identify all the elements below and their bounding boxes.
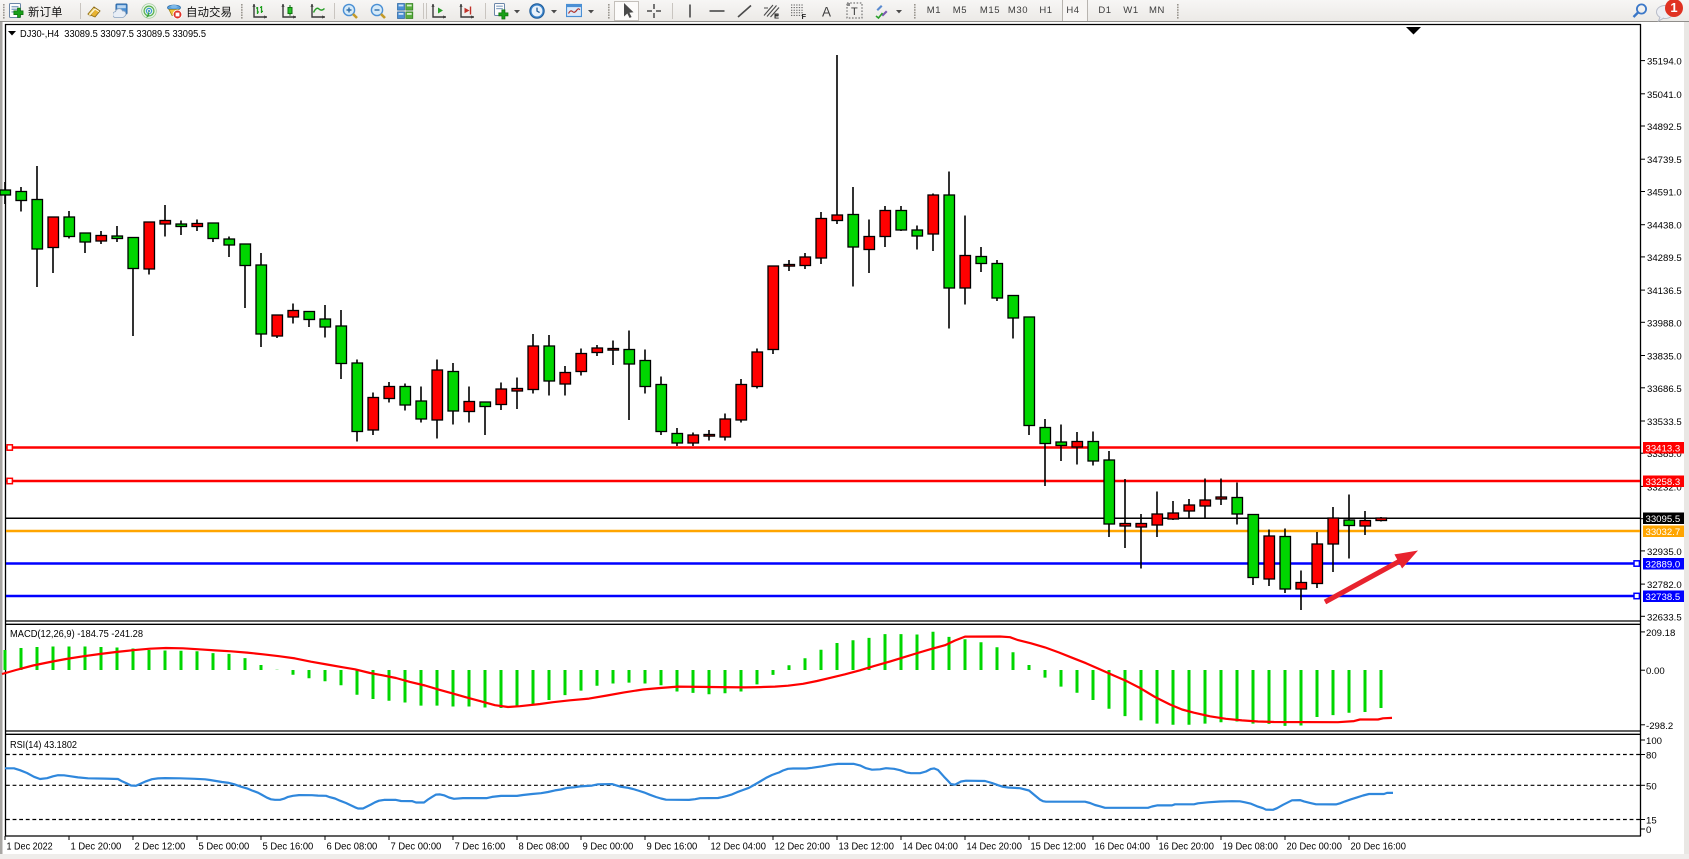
svg-text:34591.0: 34591.0 xyxy=(1647,188,1682,199)
svg-text:DJ30-,H4 33089.5 33097.5 3308: DJ30-,H4 33089.5 33097.5 33089.5 33095.5 xyxy=(20,29,206,40)
svg-text:32738.5: 32738.5 xyxy=(1646,592,1681,603)
svg-text:2 Dec 12:00: 2 Dec 12:00 xyxy=(135,842,186,853)
svg-text:19 Dec 08:00: 19 Dec 08:00 xyxy=(1223,842,1279,853)
svg-text:1 Dec 20:00: 1 Dec 20:00 xyxy=(71,842,122,853)
svg-text:32782.0: 32782.0 xyxy=(1647,580,1682,591)
svg-text:9 Dec 00:00: 9 Dec 00:00 xyxy=(583,842,634,853)
svg-text:7 Dec 00:00: 7 Dec 00:00 xyxy=(391,842,442,853)
svg-text:35041.0: 35041.0 xyxy=(1647,90,1682,101)
svg-text:1 Dec 2022: 1 Dec 2022 xyxy=(7,842,54,853)
svg-text:33686.5: 33686.5 xyxy=(1647,384,1682,395)
svg-text:14 Dec 04:00: 14 Dec 04:00 xyxy=(903,842,959,853)
svg-text:33988.0: 33988.0 xyxy=(1647,318,1682,329)
svg-text:100: 100 xyxy=(1646,736,1662,747)
svg-text:34438.0: 34438.0 xyxy=(1647,221,1682,232)
svg-text:34739.5: 34739.5 xyxy=(1647,155,1682,166)
svg-text:5 Dec 16:00: 5 Dec 16:00 xyxy=(263,842,314,853)
svg-text:9 Dec 16:00: 9 Dec 16:00 xyxy=(647,842,698,853)
svg-text:32935.0: 32935.0 xyxy=(1647,547,1682,558)
svg-text:13 Dec 12:00: 13 Dec 12:00 xyxy=(839,842,895,853)
svg-text:33032.7: 33032.7 xyxy=(1646,527,1681,538)
svg-text:50: 50 xyxy=(1646,781,1657,792)
svg-text:12 Dec 04:00: 12 Dec 04:00 xyxy=(711,842,767,853)
svg-text:33533.5: 33533.5 xyxy=(1647,417,1682,428)
svg-text:34892.5: 34892.5 xyxy=(1647,122,1682,133)
svg-text:MACD(12,26,9) -184.75 -241.28: MACD(12,26,9) -184.75 -241.28 xyxy=(10,629,143,640)
svg-text:32633.5: 32633.5 xyxy=(1647,612,1682,623)
svg-text:12 Dec 20:00: 12 Dec 20:00 xyxy=(775,842,831,853)
svg-text:33095.5: 33095.5 xyxy=(1646,514,1681,525)
svg-text:-298.2: -298.2 xyxy=(1646,721,1673,732)
svg-text:15 Dec 12:00: 15 Dec 12:00 xyxy=(1031,842,1087,853)
svg-text:16 Dec 20:00: 16 Dec 20:00 xyxy=(1159,842,1215,853)
svg-text:15: 15 xyxy=(1646,816,1657,827)
svg-text:E: E xyxy=(774,12,779,21)
svg-text:20 Dec 16:00: 20 Dec 16:00 xyxy=(1351,842,1407,853)
svg-text:33258.3: 33258.3 xyxy=(1646,477,1681,488)
svg-text:T: T xyxy=(851,6,858,18)
svg-text:16 Dec 04:00: 16 Dec 04:00 xyxy=(1095,842,1151,853)
svg-text:A: A xyxy=(822,5,831,20)
svg-text:33232.0: 33232.0 xyxy=(1647,482,1682,493)
svg-text:33413.3: 33413.3 xyxy=(1646,444,1681,455)
svg-text:0.00: 0.00 xyxy=(1646,666,1665,677)
svg-text:33835.0: 33835.0 xyxy=(1647,352,1682,363)
svg-text:8 Dec 08:00: 8 Dec 08:00 xyxy=(519,842,570,853)
svg-text:6 Dec 08:00: 6 Dec 08:00 xyxy=(327,842,378,853)
svg-text:RSI(14) 43.1802: RSI(14) 43.1802 xyxy=(10,740,77,751)
svg-text:80: 80 xyxy=(1646,751,1657,762)
svg-text:33385.0: 33385.0 xyxy=(1647,449,1682,460)
svg-text:35194.0: 35194.0 xyxy=(1647,57,1682,68)
svg-text:5 Dec 00:00: 5 Dec 00:00 xyxy=(199,842,250,853)
svg-text:7 Dec 16:00: 7 Dec 16:00 xyxy=(455,842,506,853)
svg-text:32889.0: 32889.0 xyxy=(1646,560,1681,571)
svg-text:209.18: 209.18 xyxy=(1646,628,1675,639)
svg-text:34289.5: 34289.5 xyxy=(1647,253,1682,264)
svg-text:F: F xyxy=(802,12,807,20)
svg-text:0: 0 xyxy=(1646,825,1651,836)
svg-text:20 Dec 00:00: 20 Dec 00:00 xyxy=(1287,842,1343,853)
svg-text:14 Dec 20:00: 14 Dec 20:00 xyxy=(967,842,1023,853)
svg-text:34136.5: 34136.5 xyxy=(1647,286,1682,297)
